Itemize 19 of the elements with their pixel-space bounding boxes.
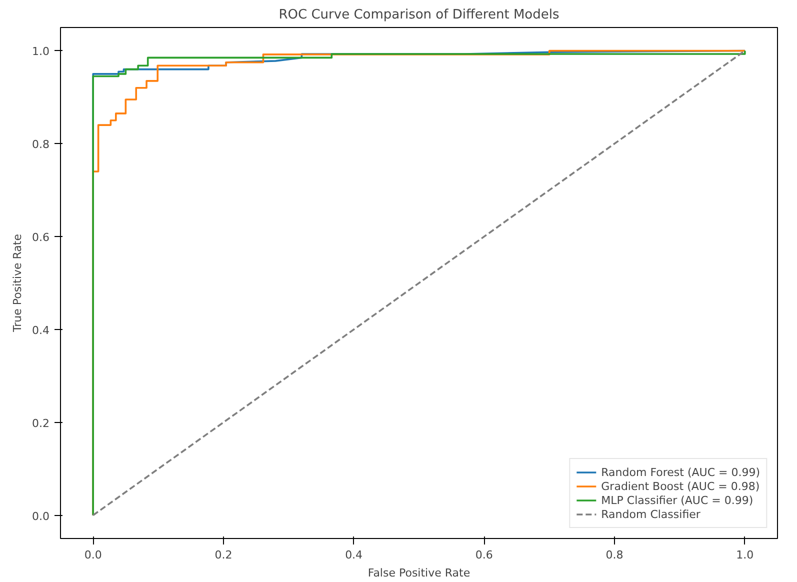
x-tick-label: 0.0 [84, 548, 102, 562]
x-tick-label: 0.2 [214, 548, 232, 562]
x-tick-label: 1.0 [736, 548, 754, 562]
y-tick-label: 1.0 [32, 45, 50, 58]
y-tick-label: 0.6 [32, 231, 50, 244]
legend-label: Random Forest (AUC = 0.99) [601, 465, 760, 479]
x-axis-title: False Positive Rate [368, 566, 470, 580]
legend-label: Random Classifier [601, 507, 700, 521]
y-tick-label: 0.4 [32, 324, 50, 337]
y-tick-label: 0.2 [32, 416, 50, 430]
y-tick-label: 0.8 [32, 138, 50, 152]
legend-label: MLP Classifier (AUC = 0.99) [601, 493, 754, 507]
x-tick-label: 0.6 [475, 548, 493, 562]
y-tick-label: 0.0 [32, 510, 50, 523]
legend-label: Gradient Boost (AUC = 0.98) [601, 479, 760, 493]
x-tick-label: 0.8 [606, 548, 624, 562]
y-axis-title: True Positive Rate [11, 234, 24, 333]
x-tick-label: 0.4 [345, 548, 363, 562]
chart-title: ROC Curve Comparison of Different Models [278, 8, 560, 22]
